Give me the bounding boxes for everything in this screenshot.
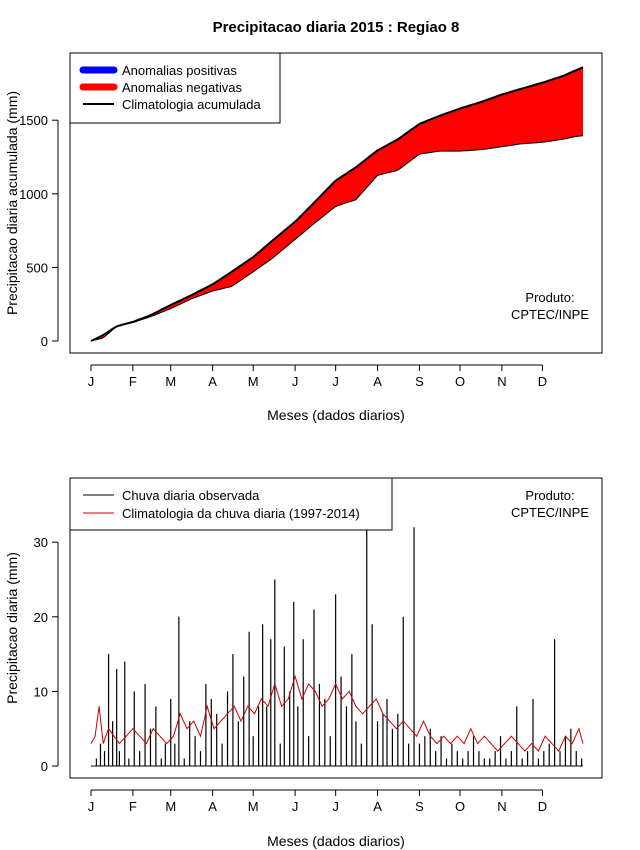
x-tick-label-month: F	[129, 374, 137, 389]
y-tick-label: 20	[34, 610, 48, 625]
x-tick-label-month: J	[88, 799, 95, 814]
bottom-legend: Chuva diaria observada Climatologia da c…	[69, 477, 393, 531]
y-tick-label: 1000	[19, 187, 48, 202]
top-y-axis-label: Precipitacao diaria acumulada (mm)	[4, 91, 20, 315]
bottom-y-axis: 0 10 20 30	[34, 535, 59, 774]
x-tick-label-month: A	[373, 799, 382, 814]
x-tick-label-month: D	[538, 374, 547, 389]
top-plot-marks	[90, 66, 584, 342]
x-tick-label-month: D	[538, 799, 547, 814]
top-x-axis-label: Meses (dados diarios)	[267, 407, 405, 423]
y-tick-label: 1500	[19, 113, 48, 128]
bottom-plot-marks	[90, 519, 584, 767]
accumulated-precipitation-panel: 0 500 1000 1500 J F M A M J J A S O N D Meses (dados d…	[4, 52, 603, 423]
bottom-product-source: CPTEC/INPE	[511, 505, 589, 520]
y-tick-label: 500	[26, 260, 48, 275]
bottom-product-label: Produto:	[525, 488, 574, 503]
x-tick-label-month: N	[497, 799, 506, 814]
y-tick-label: 0	[41, 334, 48, 349]
x-tick-label-month: O	[455, 799, 465, 814]
bottom-x-axis-label: Meses (dados diarios)	[267, 833, 405, 849]
x-tick-label-month: O	[455, 374, 465, 389]
observed-accumulated-line	[90, 135, 584, 342]
top-plot-frame	[69, 52, 603, 354]
x-tick-label-month: A	[373, 374, 382, 389]
climatology-accumulated-line	[90, 66, 584, 342]
y-tick-label: 30	[34, 535, 48, 550]
x-tick-label-month: S	[415, 799, 424, 814]
x-tick-label-month: M	[165, 374, 176, 389]
x-tick-label-month: F	[129, 799, 137, 814]
x-tick-label-month: J	[332, 374, 339, 389]
negative-anomaly-area	[91, 67, 583, 341]
legend-climatology-label: Climatologia acumulada	[122, 97, 262, 112]
x-tick-label-month: N	[497, 374, 506, 389]
top-product-source: CPTEC/INPE	[511, 307, 589, 322]
x-tick-label-month: J	[292, 799, 299, 814]
x-tick-label-month: J	[332, 799, 339, 814]
top-y-axis: 0 500 1000 1500	[19, 113, 59, 349]
top-product-label: Produto:	[525, 290, 574, 305]
x-tick-label-month: S	[415, 374, 424, 389]
legend-observed-label: Chuva diaria observada	[122, 488, 260, 503]
legend-daily-climatology-label: Climatologia da chuva diaria (1997-2014)	[122, 506, 360, 521]
daily-precipitation-panel: 0 10 20 30 J F M A M J J A S O N D Meses (dados diario…	[4, 477, 603, 849]
chart-title: Precipitacao diaria 2015 : Regiao 8	[213, 19, 460, 36]
y-tick-label: 10	[34, 684, 48, 699]
bottom-legend-box	[69, 477, 393, 531]
x-tick-label-month: A	[208, 374, 217, 389]
legend-positive-label: Anomalias positivas	[122, 63, 237, 78]
x-tick-label-month: M	[248, 374, 259, 389]
x-tick-label-month: J	[88, 374, 95, 389]
x-tick-label-month: M	[248, 799, 259, 814]
bottom-y-axis-label: Precipitacao diaria (mm)	[4, 552, 20, 704]
x-tick-label-month: A	[208, 799, 217, 814]
x-tick-label-month: J	[292, 374, 299, 389]
x-tick-label-month: M	[165, 799, 176, 814]
daily-climatology-line	[90, 674, 584, 753]
legend-negative-label: Anomalias negativas	[122, 80, 242, 95]
y-tick-label: 0	[41, 759, 48, 774]
top-legend: Anomalias positivas Anomalias negativas …	[69, 52, 281, 124]
